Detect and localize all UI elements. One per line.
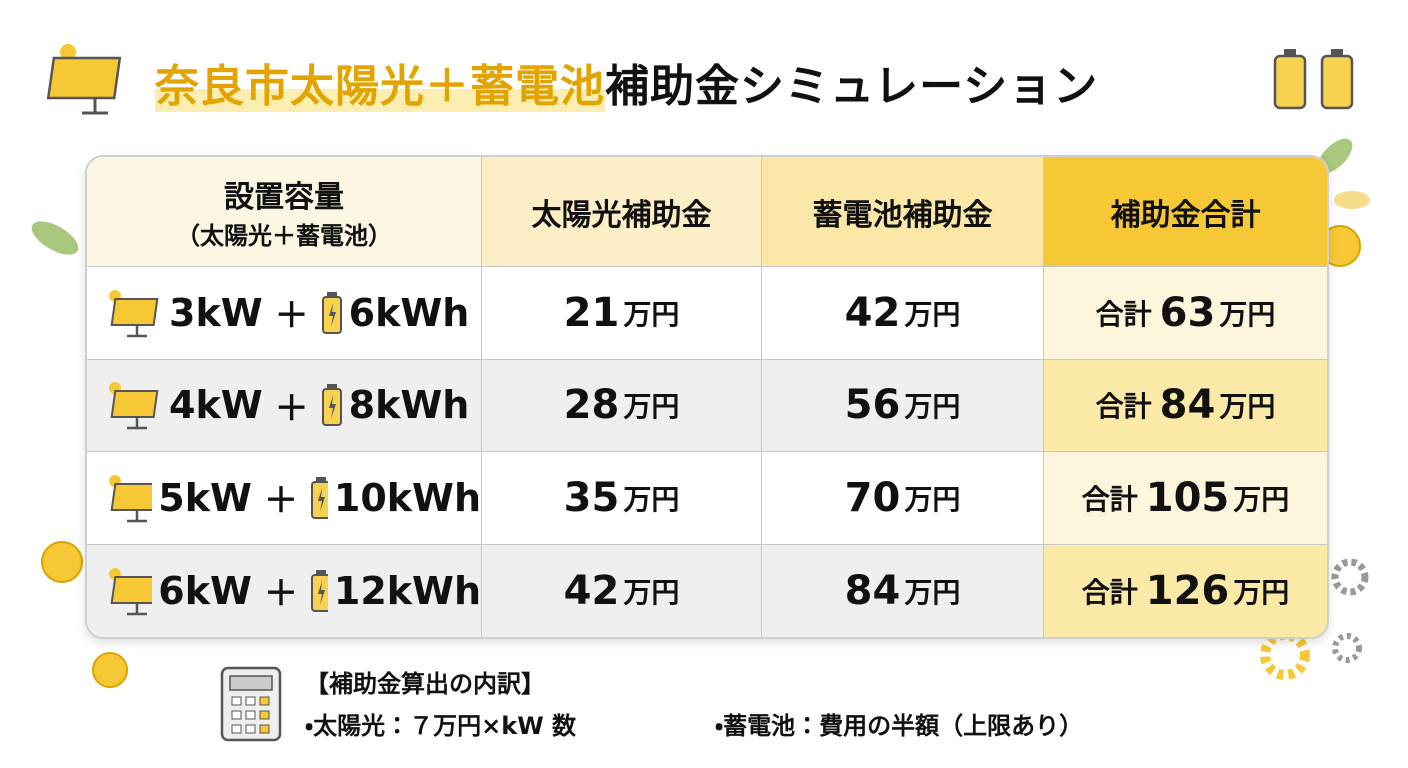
total-prefix: 合計 [1081,482,1138,516]
capacity-cell: 6kW ＋ 12kWh [87,544,482,637]
total-prefix: 合計 [1095,297,1152,331]
amount: 70 [844,474,901,521]
amount: 21 [563,289,620,336]
total-cell: 合計 105 万円 [1044,452,1327,545]
header-cell: 補助金合計 [1044,157,1327,267]
solar-capacity: 5kW [158,475,252,520]
coin [41,541,83,583]
unit: 万円 [904,575,961,609]
total-amount: 126 [1145,567,1230,614]
solar-capacity: 6kW [158,568,252,613]
amount: 56 [844,382,901,429]
battery-icon [321,291,342,334]
capacity-cell: 3kW ＋ 6kWh [87,267,482,360]
gear [1332,633,1362,663]
plus-sign: ＋ [274,296,309,337]
battery-capacity: 6kWh [348,290,470,335]
title-rest: 補助金シミュレーション [605,61,1099,112]
battery-subsidy: 70 万円 [762,452,1044,545]
battery-capacity: 8kWh [348,383,470,428]
total-amount: 63 [1159,289,1216,336]
battery-icon [321,384,342,427]
coin [92,652,128,688]
amount: 28 [563,382,620,429]
amount: 35 [563,474,620,521]
battery-subsidy: 56 万円 [762,359,1044,452]
gear [1331,558,1369,596]
total-cell: 合計 84 万円 [1044,359,1327,452]
plus-sign: ＋ [263,574,298,615]
title: 奈良市太陽光＋蓄電池補助金シミュレーション [155,50,1098,114]
solar-icon [109,567,153,615]
solar-subsidy: 35 万円 [482,452,762,545]
subsidy-table: 設置容量 （太陽光＋蓄電池） 太陽光補助金 蓄電池補助金 補助金合計 3kW ＋ 6kWh 21… [85,155,1329,639]
title-battery-icons [1273,49,1354,110]
title-solar-icon [46,44,122,115]
amount: 42 [844,289,901,336]
solar-icon [109,474,153,522]
header-cell: 蓄電池補助金 [762,157,1044,267]
solar-icon [109,289,159,337]
battery-subsidy: 84 万円 [762,544,1044,637]
header-cell: 太陽光補助金 [482,157,762,267]
footer-item: ・蓄電池：費用の半額（上限あり） [715,712,1084,740]
gear [1260,630,1310,680]
unit: 万円 [1233,482,1290,516]
solar-capacity: 3kW [169,290,263,335]
capacity-cell: 5kW ＋ 10kWh [87,452,482,545]
header-text: （太陽光＋蓄電池） [176,222,392,250]
total-amount: 105 [1145,474,1230,521]
unit: 万円 [1219,297,1276,331]
total-amount: 84 [1159,382,1216,429]
header-text: 蓄電池補助金 [812,197,993,233]
header-text: 設置容量 [224,180,344,215]
battery-icon [310,569,328,612]
total-cell: 合計 126 万円 [1044,544,1327,637]
plus-sign: ＋ [274,388,309,429]
battery-capacity: 12kWh [333,568,481,613]
leaf [31,221,79,255]
leaf [1334,191,1370,209]
unit: 万円 [623,390,680,424]
header-cell: 設置容量 （太陽光＋蓄電池） [87,157,482,267]
unit: 万円 [623,482,680,516]
footer-item: ・太陽光：７万円×kW 数 [305,712,577,740]
solar-icon [109,382,159,430]
capacity-cell: 4kW ＋ 8kWh [87,359,482,452]
unit: 万円 [623,575,680,609]
total-cell: 合計 63 万円 [1044,267,1327,360]
solar-subsidy: 42 万円 [482,544,762,637]
unit: 万円 [1219,390,1276,424]
solar-capacity: 4kW [169,383,263,428]
total-prefix: 合計 [1081,575,1138,609]
header-text: 補助金合計 [1110,197,1261,233]
calculator-icon [220,666,282,742]
unit: 万円 [904,482,961,516]
unit: 万円 [904,297,961,331]
unit: 万円 [1233,575,1290,609]
battery-icon [310,476,328,519]
unit: 万円 [623,297,680,331]
footer-heading: 【補助金算出の内訳】 [305,670,545,698]
amount: 42 [563,567,620,614]
title-highlight: 奈良市太陽光＋蓄電池 [155,61,605,112]
amount: 84 [844,567,901,614]
solar-subsidy: 21 万円 [482,267,762,360]
plus-sign: ＋ [263,481,298,522]
unit: 万円 [904,390,961,424]
battery-subsidy: 42 万円 [762,267,1044,360]
total-prefix: 合計 [1095,390,1152,424]
solar-subsidy: 28 万円 [482,359,762,452]
header-text: 太陽光補助金 [531,197,712,233]
battery-capacity: 10kWh [333,475,481,520]
